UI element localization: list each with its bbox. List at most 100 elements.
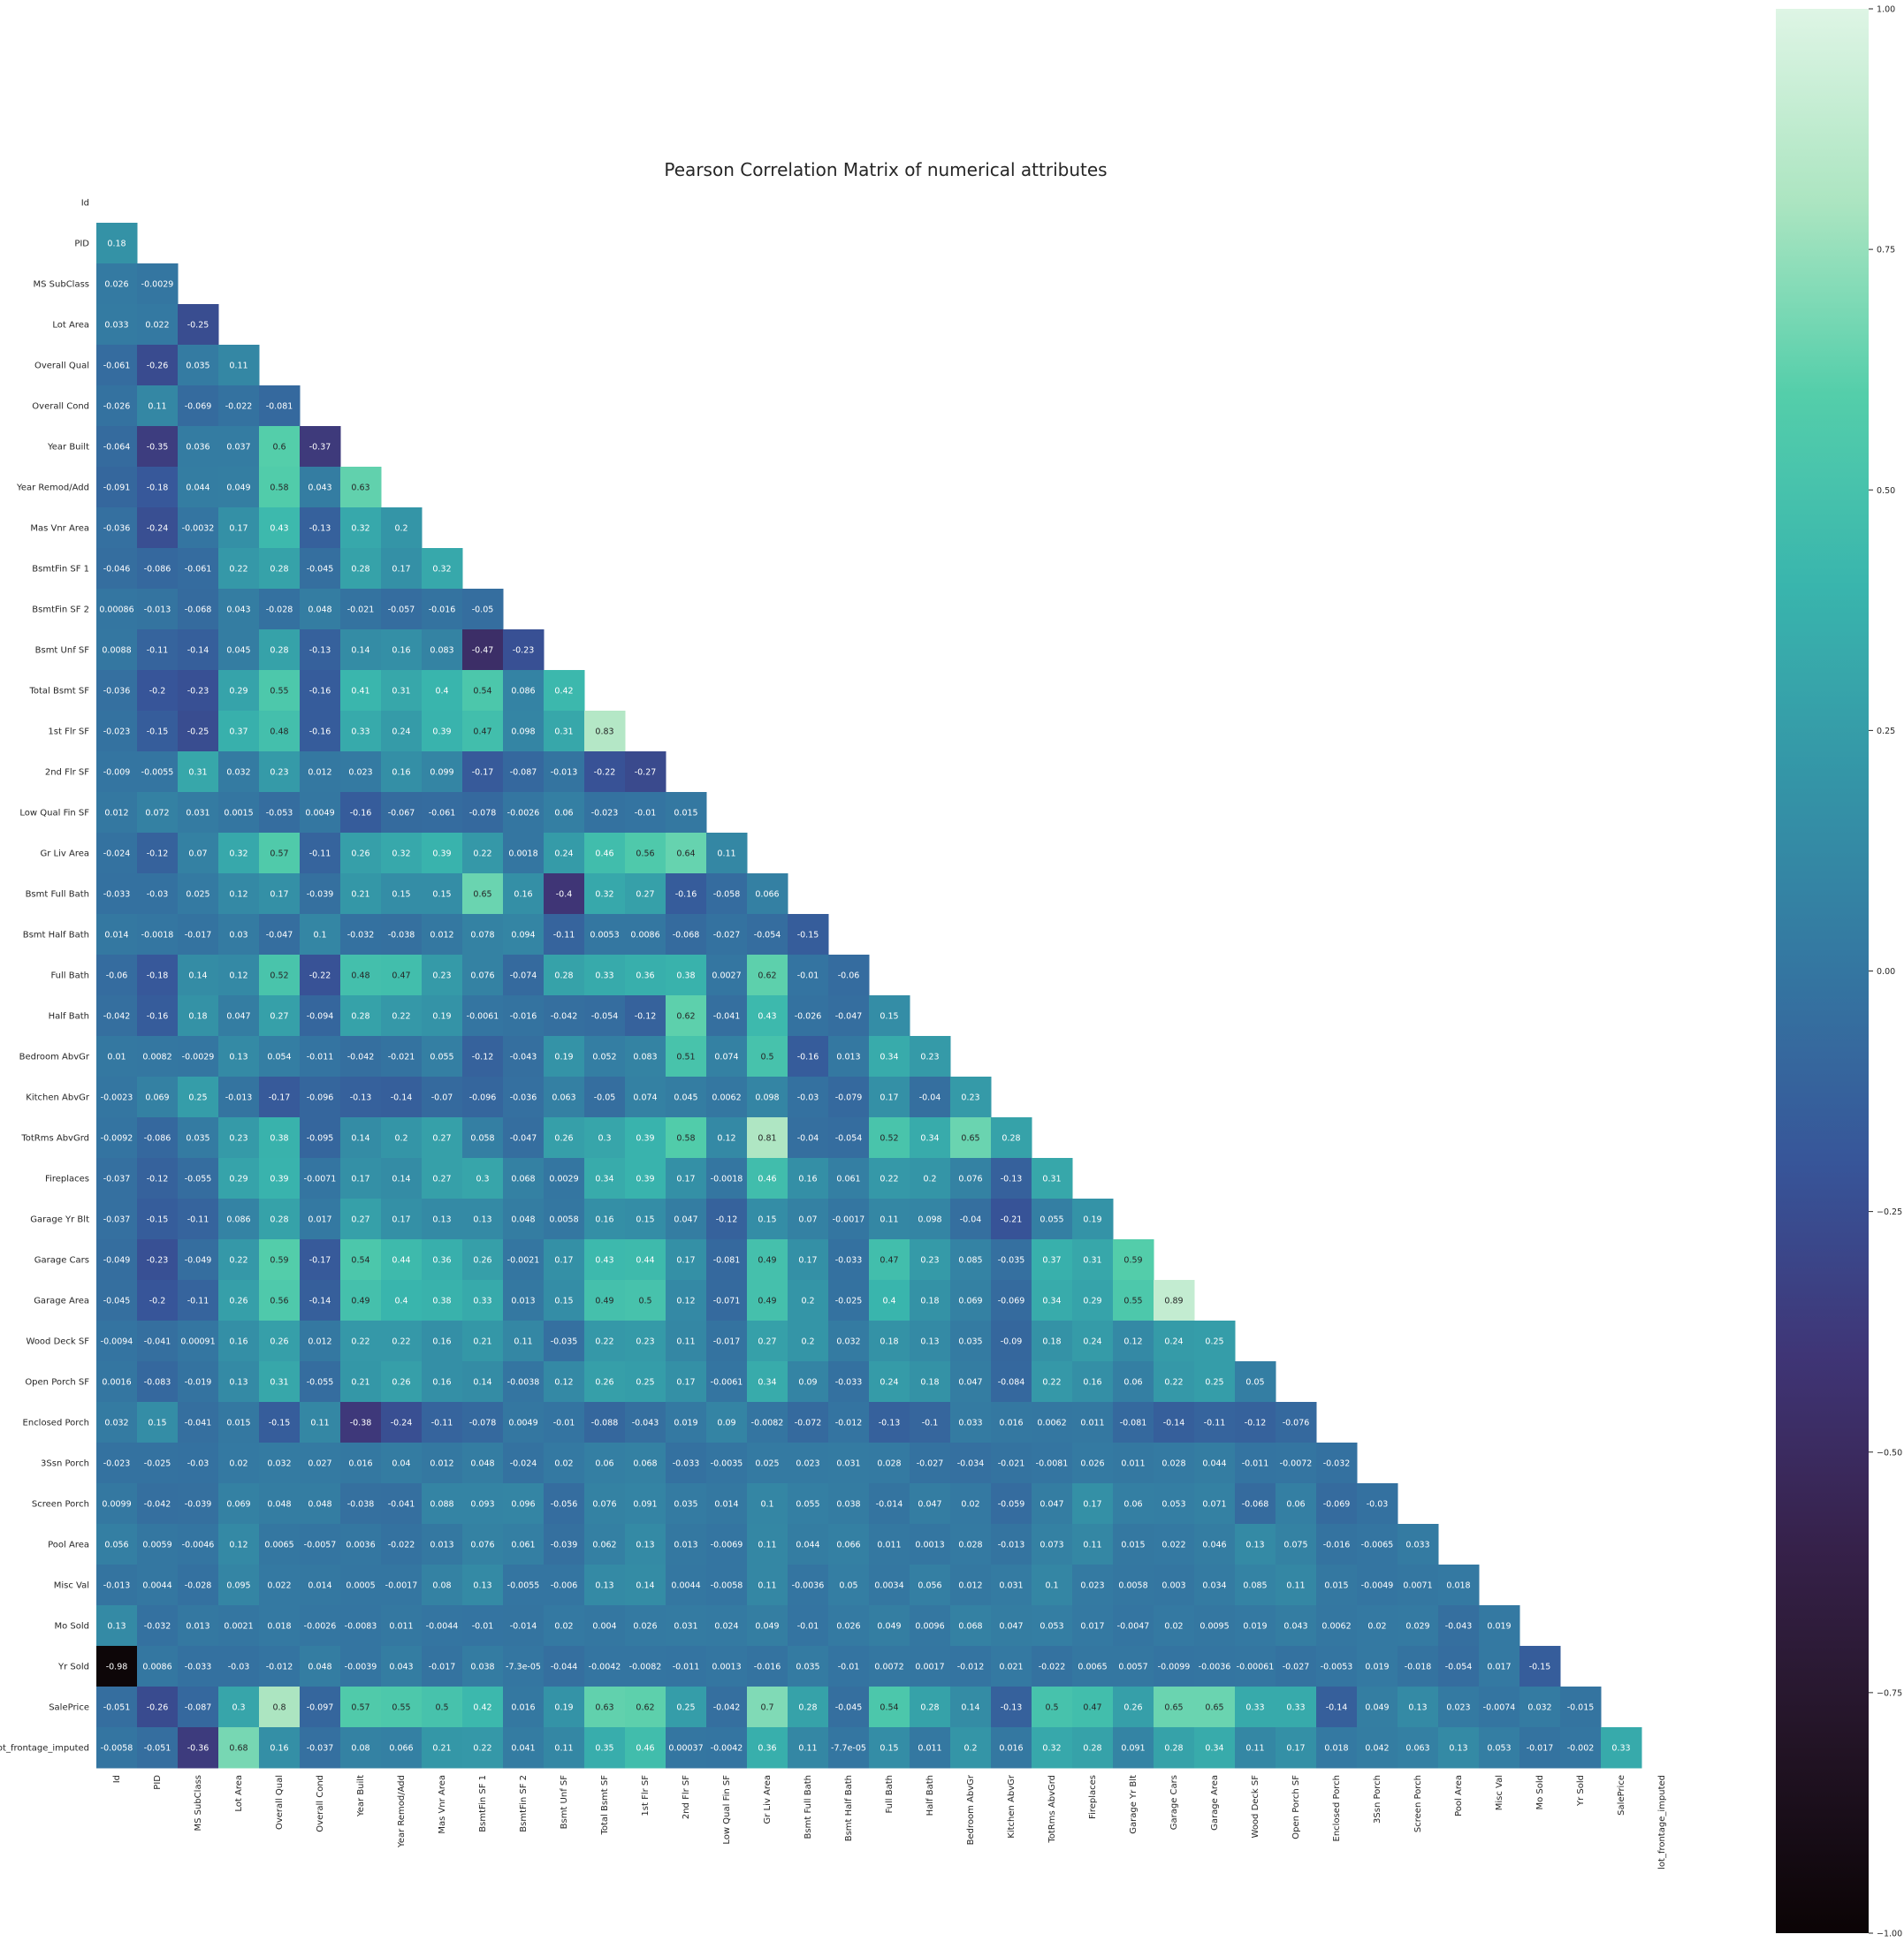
heatmap-cell [137,1361,179,1403]
heatmap-cell [96,1402,138,1443]
row-tick-label: Enclosed Porch [23,1419,89,1428]
heatmap-cell [950,1605,992,1647]
cell-value-label: -0.04 [919,1093,941,1103]
cell-value-label: -0.01 [553,1419,575,1428]
heatmap-cell [462,1036,504,1078]
cell-value-label: -0.0038 [507,1378,540,1388]
heatmap-cell [544,995,585,1037]
heatmap-cell [340,1321,382,1362]
colorbar-tick-label: 0.00 [1877,967,1895,977]
cell-value-label: -7.7e-05 [831,1744,866,1754]
heatmap-cell [869,995,910,1037]
cell-value-label: -0.14 [1163,1419,1185,1428]
cell-value-label: 0.0062 [712,1093,741,1103]
heatmap-cell [544,1239,585,1281]
row-tick-label: Bsmt Unf SF [35,646,90,656]
cell-value-label: -0.017 [429,1663,456,1672]
heatmap-cell [218,1687,260,1728]
cell-value-label: -0.061 [185,565,212,575]
cell-value-label: 0.052 [592,1053,616,1062]
cell-value-label: -0.0057 [304,1541,337,1550]
heatmap-cell [625,1158,666,1199]
heatmap-cell [828,1280,870,1321]
heatmap-cell [1032,1727,1073,1769]
heatmap-cell [259,711,301,752]
heatmap-cell [1072,1646,1114,1687]
cell-value-label: -0.0049 [1361,1581,1394,1591]
cell-value-label: 0.3 [232,1703,245,1713]
cell-value-label: 0.0044 [671,1581,700,1591]
heatmap-cell [300,1646,341,1687]
heatmap-cell [1357,1565,1398,1606]
cell-value-label: 0.62 [676,1012,695,1022]
column-tick-label: Yr Sold [1576,1775,1586,1807]
cell-value-label: 0.28 [798,1703,817,1713]
cell-value-label: -0.0081 [1036,1459,1069,1469]
column-tick-label: Mas Vnr Area [438,1775,447,1834]
heatmap-cell [1113,1483,1154,1525]
heatmap-cell [950,1077,992,1118]
cell-value-label: -0.081 [713,1256,741,1266]
heatmap-cell [1276,1524,1317,1565]
heatmap-cell [218,345,260,386]
heatmap-cell [178,1443,219,1484]
heatmap-cell [218,385,260,427]
heatmap-cell [218,507,260,549]
cell-value-label: 0.25 [676,1703,695,1713]
heatmap-cell [503,1321,545,1362]
heatmap-cell [1113,1321,1154,1362]
heatmap-cell [259,1483,301,1525]
cell-value-label: 0.056 [104,1541,128,1550]
heatmap-cell [137,1565,179,1606]
heatmap-cell [178,1605,219,1647]
cell-value-label: 0.14 [473,1378,491,1388]
heatmap-cell [544,1402,585,1443]
cell-value-label: 0.053 [1487,1744,1511,1754]
cell-value-label: -0.017 [1527,1744,1554,1754]
heatmap-cell [218,1280,260,1321]
heatmap-cell [300,548,341,590]
heatmap-cell [178,589,219,630]
heatmap-cell [178,426,219,468]
cell-value-label: -0.22 [594,768,616,778]
cell-value-label: -0.14 [187,646,209,656]
cell-value-label: 0.18 [880,1337,898,1347]
cell-value-label: -0.009 [103,768,131,778]
cell-value-label: 0.013 [430,1541,453,1550]
heatmap-cell [381,955,423,996]
cell-value-label: 0.076 [592,1500,616,1510]
row-tick-label: Garage Area [34,1297,89,1306]
cell-value-label: -0.15 [147,727,169,737]
cell-value-label: -0.017 [185,931,212,941]
cell-value-label: 0.11 [798,1744,817,1754]
cell-value-label: -0.22 [309,971,331,981]
cell-value-label: -0.11 [147,646,169,656]
heatmap-cell [991,1280,1032,1321]
heatmap-cell [1154,1524,1195,1565]
cell-value-label: 0.27 [432,1134,451,1144]
cell-value-label: -0.0053 [1321,1663,1353,1672]
heatmap-cell [788,1483,829,1525]
cell-value-label: 0.28 [351,1012,369,1022]
heatmap-cell [96,711,138,752]
heatmap-cell [1072,1565,1114,1606]
cell-value-label: 0.28 [1083,1744,1101,1754]
cell-value-label: 0.0049 [305,809,334,819]
row-tick-label: Mo Sold [54,1622,89,1632]
cell-value-label: -0.06 [838,971,860,981]
heatmap-cell [1194,1727,1236,1769]
cell-value-label: -0.054 [591,1012,619,1022]
cell-value-label: 0.29 [229,687,248,697]
cell-value-label: -0.01 [472,1622,494,1632]
cell-value-label: 0.3 [598,1134,611,1144]
heatmap-cell [381,792,423,834]
cell-value-label: 0.07 [798,1215,817,1225]
column-tick-label: SalePrice [1617,1775,1626,1816]
heatmap-cell [137,1646,179,1687]
heatmap-cell [422,995,463,1037]
cell-value-label: -0.084 [998,1378,1025,1388]
cell-value-label: -0.022 [1039,1663,1066,1672]
heatmap-cell [706,995,748,1037]
cell-value-label: -0.043 [510,1053,537,1062]
cell-value-label: 0.46 [758,1175,776,1184]
